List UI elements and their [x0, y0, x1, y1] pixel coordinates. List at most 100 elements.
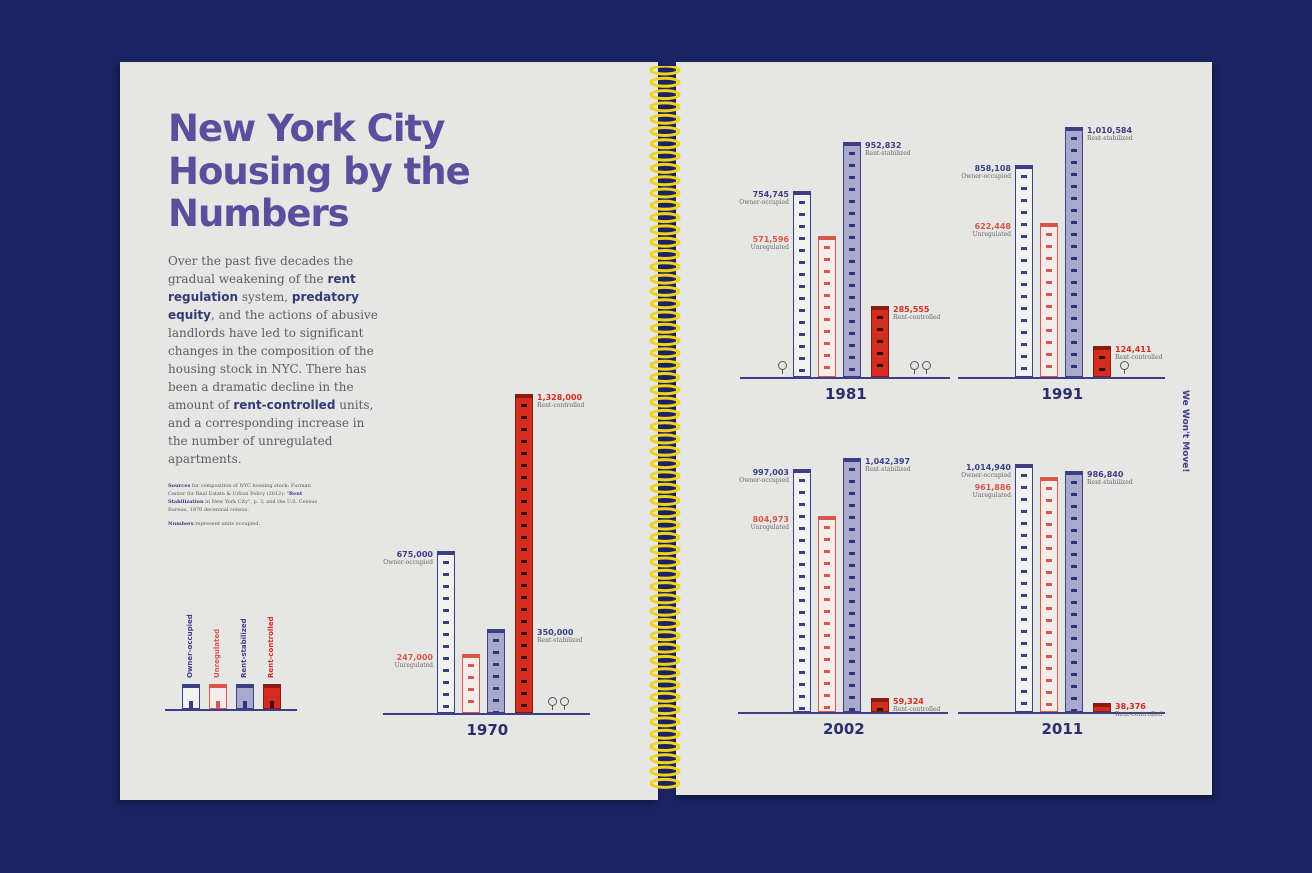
data-label: 247,000 Unregulated: [394, 652, 433, 669]
legend-label: Owner-occupied: [186, 614, 194, 678]
legend-house-rent-stabilized: [236, 684, 254, 709]
value: 1,014,940: [965, 463, 1011, 473]
spiral-coil: [649, 716, 681, 728]
spiral-coil: [649, 691, 681, 703]
tree-icon: [548, 697, 557, 710]
spiral-coil: [649, 728, 681, 740]
category: Rent-controlled: [1115, 354, 1163, 362]
text-segment: Rent Stabilization: [168, 490, 303, 505]
data-label: 754,745 Owner-occupied: [739, 189, 789, 206]
year-label: 2011: [1041, 720, 1084, 738]
spiral-coil: [649, 76, 681, 88]
value: 124,411: [1115, 345, 1152, 355]
value: 59,324: [893, 696, 924, 706]
value: 754,745: [752, 189, 789, 199]
spiral-coil: [649, 175, 681, 187]
legend-baseline: [165, 709, 297, 711]
page-title: New York City Housing by the Numbers: [168, 107, 471, 236]
spiral-coil: [649, 249, 681, 260]
spiral-coil: [649, 741, 681, 752]
spiral-coil: [649, 187, 681, 199]
text-segment: units, and a corresponding increase in t…: [168, 397, 374, 466]
text-segment: in New York City", p. 3, and the U.S. Ce…: [168, 498, 318, 513]
bar-rent-controlled: [871, 306, 889, 377]
spiral-coil: [649, 322, 681, 334]
data-label: 675,000 Owner-occupied: [383, 550, 433, 567]
spiral-coil: [649, 298, 681, 310]
spiral-coil: [649, 445, 681, 457]
bar-rent-stabilized: [843, 141, 861, 377]
left-page: [120, 62, 658, 800]
value: 986,840: [1087, 470, 1124, 480]
year-label: 1970: [466, 721, 509, 739]
tree-icon: [778, 361, 787, 374]
text-segment: rent regulation: [168, 271, 356, 304]
baseline: [958, 377, 1165, 379]
value: 675,000: [396, 550, 433, 559]
spiral-coil: [649, 261, 681, 273]
spiral-coil: [649, 310, 681, 322]
category: Unregulated: [394, 661, 433, 669]
text-segment: rent-controlled: [233, 397, 336, 412]
data-label: 858,108 Owner-occupied: [961, 165, 1011, 181]
side-title: We Won't Move!: [1180, 390, 1190, 473]
bar-unregulated: [1040, 223, 1058, 377]
category: Rent-stabilized: [537, 637, 583, 644]
spiral-coil: [649, 126, 681, 137]
spiral-coil: [649, 704, 681, 716]
spiral-coil: [649, 89, 681, 101]
category: Unregulated: [972, 231, 1011, 239]
bar-unregulated: [462, 653, 480, 713]
data-label: 38,376 Rent-controlled: [1115, 702, 1163, 718]
spiral-coil: [649, 519, 681, 531]
baseline: [740, 377, 950, 379]
spiral-coil: [649, 113, 681, 125]
text-column: New York City Housing by the Numbers Ove…: [168, 107, 548, 534]
category: Rent-controlled: [893, 705, 941, 713]
spiral-coil: [649, 285, 681, 297]
spiral-coil: [649, 224, 681, 236]
spiral-coil: [649, 212, 681, 224]
text-segment: Numbers: [168, 520, 194, 527]
spiral-coil: [649, 593, 681, 605]
data-label: 1,042,397 Rent-stabilized: [865, 457, 911, 473]
spiral-coil: [649, 495, 681, 506]
bar-unregulated: [1040, 477, 1058, 712]
year-label: 1991: [1041, 385, 1084, 403]
spiral-coil: [649, 101, 681, 113]
text-segment: Over the past five decades the gradual w…: [168, 253, 354, 286]
value: 622,448: [974, 222, 1011, 232]
spiral-coil: [649, 138, 681, 150]
spiral-coil: [649, 470, 681, 482]
baseline: [738, 712, 948, 714]
spiral-coil: [649, 162, 681, 174]
spiral-coil: [649, 66, 681, 76]
value: 247,000: [396, 652, 433, 662]
tree-icon: [560, 697, 569, 710]
bar-rent-controlled: [515, 394, 533, 713]
spiral-binding: [649, 66, 681, 789]
value: 997,003: [752, 467, 789, 477]
category: Rent-controlled: [1115, 710, 1163, 718]
baseline: [958, 712, 1165, 714]
category: Unregulated: [972, 492, 1011, 500]
text-segment: for composition of NYC housing stock: Fu…: [168, 482, 311, 497]
data-label: 986,840 Rent-stabilized: [1087, 470, 1133, 487]
bar-owner-occupied: [793, 190, 811, 377]
spiral-coil: [649, 618, 681, 629]
text-segment: predatory equity: [168, 289, 359, 322]
data-label: 961,886 Unregulated: [972, 483, 1011, 500]
category: Unregulated: [750, 523, 789, 531]
spiral-coil: [649, 531, 681, 543]
spiral-coil: [649, 396, 681, 408]
intro-text: Over the past five decades the gradual w…: [168, 252, 383, 468]
value: 571,596: [752, 234, 789, 244]
value: 961,886: [974, 483, 1011, 493]
category: Owner-occupied: [383, 559, 433, 566]
legend-label: Rent-controlled: [267, 616, 275, 678]
bar-owner-occupied: [793, 468, 811, 712]
text-segment: represent units occupied.: [193, 520, 261, 527]
value: 350,000: [537, 628, 574, 637]
category: Rent-stabilized: [865, 465, 911, 473]
legend-house-rent-controlled: [263, 684, 281, 709]
